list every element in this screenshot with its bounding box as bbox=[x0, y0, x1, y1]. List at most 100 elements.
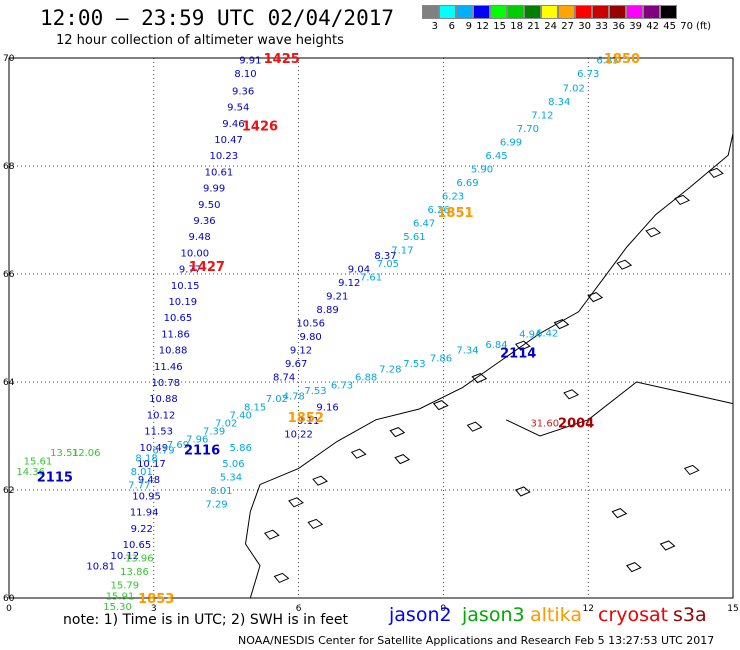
lat-tick-label: 70 bbox=[3, 54, 15, 64]
wave-height-value: 8.10 bbox=[234, 69, 256, 80]
island-shape bbox=[394, 454, 411, 465]
wave-height-value: 6.23 bbox=[442, 192, 464, 203]
color-scale-unit: (ft) bbox=[696, 21, 712, 32]
wave-height-value: 7.61 bbox=[360, 273, 382, 284]
island-shape bbox=[389, 427, 406, 438]
wave-height-value: 10.12 bbox=[147, 410, 176, 421]
island-shape bbox=[350, 448, 367, 459]
wave-height-value: 4.94 bbox=[519, 329, 541, 340]
wave-height-value: 7.77 bbox=[128, 481, 150, 492]
wave-height-value: 6.45 bbox=[485, 151, 507, 162]
color-swatch bbox=[541, 5, 558, 19]
wave-height-value: 7.02 bbox=[563, 84, 585, 95]
wave-height-value: 9.50 bbox=[198, 200, 220, 211]
wave-height-value: 9.99 bbox=[203, 184, 225, 195]
wave-height-value: 8.37 bbox=[374, 251, 396, 262]
color-swatch bbox=[524, 5, 541, 19]
island-shape bbox=[514, 340, 531, 351]
island-shape bbox=[307, 518, 324, 530]
wave-height-value: 7.29 bbox=[205, 500, 227, 511]
wave-height-value: 11.46 bbox=[154, 362, 183, 373]
fjord-line bbox=[505, 381, 734, 437]
wave-height-value: 10.22 bbox=[284, 429, 313, 440]
wave-height-value: 10.19 bbox=[168, 297, 197, 308]
wave-height-value: 15.30 bbox=[103, 602, 132, 613]
island-shape bbox=[563, 389, 580, 400]
wave-height-value: 7.39 bbox=[203, 427, 225, 438]
wave-height-value: 11.86 bbox=[161, 329, 190, 340]
color-swatch bbox=[473, 5, 490, 19]
color-swatch bbox=[507, 5, 524, 19]
norway-coast bbox=[244, 133, 734, 599]
credit-line: NOAA/NESDIS Center for Satellite Applica… bbox=[238, 634, 715, 647]
color-scale-label: 9 bbox=[465, 21, 472, 32]
lon-tick-label: 6 bbox=[296, 604, 302, 614]
legend-cryosat: cryosat bbox=[598, 604, 669, 626]
wave-height-value: 13.96 bbox=[125, 554, 154, 565]
wave-height-value: 9.12 bbox=[290, 346, 312, 357]
wave-height-value: 7.17 bbox=[391, 246, 413, 257]
axis-ticks: 0 3 6 9 12 15 60 62 64 66 68 70 bbox=[3, 54, 739, 614]
lat-tick-label: 66 bbox=[3, 270, 15, 280]
wave-height-value: 7.96 bbox=[186, 435, 208, 446]
wave-height-value: 11.94 bbox=[130, 508, 159, 519]
island-shape bbox=[263, 529, 280, 540]
wave-height-value: 5.34 bbox=[220, 473, 242, 484]
color-scale-label: 12 bbox=[476, 21, 489, 32]
island-shape bbox=[553, 319, 570, 330]
pass-time-label: 1852 bbox=[288, 411, 324, 426]
coastline bbox=[244, 133, 734, 599]
wave-height-value: 9.80 bbox=[300, 332, 322, 343]
wave-height-value: 10.61 bbox=[205, 167, 234, 178]
wave-height-value: 6.69 bbox=[456, 178, 478, 189]
pass-time-label: 1853 bbox=[138, 592, 174, 607]
color-scale-label: 70 bbox=[680, 21, 693, 32]
island-shape bbox=[312, 475, 329, 486]
wave-height-value: 6.73 bbox=[331, 381, 353, 392]
island-shape bbox=[471, 373, 488, 384]
wave-height-value: 7.53 bbox=[304, 386, 326, 397]
wave-height-value: 11.53 bbox=[144, 427, 173, 438]
map-title: 12:00 – 23:59 UTC 02/04/2017 bbox=[40, 6, 395, 30]
legend-jason2: jason2 bbox=[389, 604, 452, 626]
wave-height-value: 6.26 bbox=[427, 205, 449, 216]
color-swatch bbox=[626, 5, 643, 19]
wave-height-value: 10.23 bbox=[209, 151, 238, 162]
pass-time-label: 2004 bbox=[558, 417, 594, 432]
island-shape bbox=[288, 497, 304, 508]
color-scale-label: 39 bbox=[629, 21, 642, 32]
wave-height-value: 9.04 bbox=[348, 265, 370, 276]
wave-height-value: 4.78 bbox=[283, 392, 305, 403]
wave-height-value: 15.91 bbox=[106, 591, 135, 602]
wave-height-value: 7.12 bbox=[531, 111, 553, 122]
wave-height-value: 10.95 bbox=[132, 491, 161, 502]
wave-height-value: 10.81 bbox=[86, 562, 115, 573]
color-scale-label: 45 bbox=[663, 21, 676, 32]
wave-height-value: 7.53 bbox=[403, 359, 425, 370]
color-swatch bbox=[439, 5, 456, 19]
wave-height-value: 9.12 bbox=[338, 278, 360, 289]
color-swatch bbox=[558, 5, 575, 19]
lat-tick-label: 60 bbox=[3, 594, 15, 604]
wave-height-value: 13.51 bbox=[50, 448, 79, 459]
color-scale-label: 3 bbox=[431, 21, 438, 32]
wave-height-value: 9.11 bbox=[297, 416, 319, 427]
color-scale-label: 24 bbox=[544, 21, 557, 32]
wave-height-value: 9.22 bbox=[131, 524, 153, 535]
island-shape bbox=[514, 486, 531, 497]
wave-height-value: 10.56 bbox=[296, 319, 325, 330]
lat-tick-label: 68 bbox=[3, 162, 15, 172]
lon-tick-label: 15 bbox=[727, 604, 738, 614]
island-shape bbox=[683, 464, 700, 476]
wave-height-value: 6.83 bbox=[596, 56, 618, 67]
wave-height-value: 5.61 bbox=[403, 232, 425, 243]
color-scale-label: 27 bbox=[561, 21, 574, 32]
island-shape bbox=[611, 508, 628, 519]
pass-time-label: 1851 bbox=[437, 206, 473, 221]
pass-time-label: 1426 bbox=[242, 120, 278, 135]
map-subtitle: 12 hour collection of altimeter wave hei… bbox=[56, 33, 344, 48]
color-scale-label: 30 bbox=[578, 21, 591, 32]
wave-height-value: 8.18 bbox=[135, 454, 157, 465]
wave-height-value: 9.48 bbox=[189, 232, 211, 243]
